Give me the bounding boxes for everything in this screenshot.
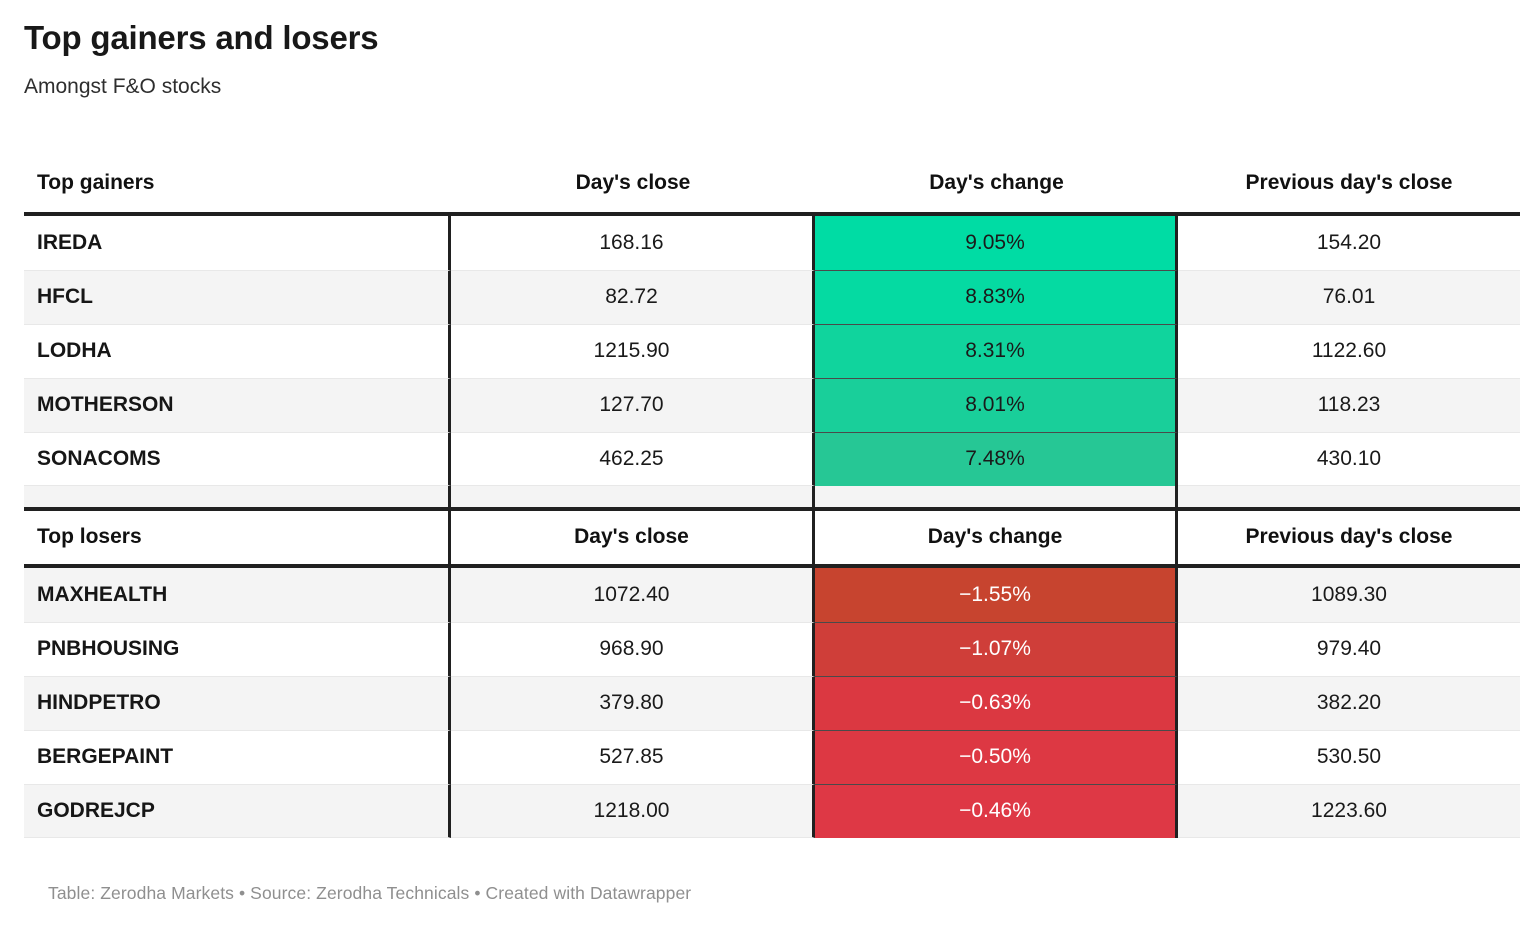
- divider: [24, 211, 1520, 216]
- stock-name: MAXHEALTH: [24, 567, 451, 622]
- stock-name: BERGEPAINT: [24, 729, 451, 784]
- previous-close-value: 76.01: [1178, 269, 1520, 324]
- days-close-value: 527.85: [451, 729, 815, 784]
- table-row: BERGEPAINT 527.85 −0.50% 530.50: [24, 729, 1520, 784]
- stock-name: LODHA: [24, 323, 451, 378]
- stock-name: PNBHOUSING: [24, 621, 451, 676]
- days-close-value: 127.70: [451, 377, 815, 432]
- days-close-value: 1215.90: [451, 323, 815, 378]
- table-row: SONACOMS 462.25 7.48% 430.10: [24, 431, 1520, 486]
- previous-close-value: 118.23: [1178, 377, 1520, 432]
- page-title: Top gainers and losers: [24, 19, 379, 56]
- attribution-footer: Table: Zerodha Markets • Source: Zerodha…: [48, 882, 692, 903]
- previous-close-value: 382.20: [1178, 675, 1520, 730]
- days-close-value: 168.16: [451, 215, 815, 270]
- page-subtitle: Amongst F&O stocks: [24, 74, 222, 98]
- table-spacer-row: [24, 485, 1520, 507]
- days-change-value: 8.01%: [815, 377, 1178, 432]
- previous-close-value: 979.40: [1178, 621, 1520, 676]
- gainers-header-row: Top gainers Day's close Day's change Pre…: [24, 155, 1520, 212]
- column-header-days-change: Day's change: [929, 171, 1064, 195]
- days-close-value: 1218.00: [451, 783, 815, 838]
- days-close-value: 1072.40: [451, 567, 815, 622]
- table-row: HFCL 82.72 8.83% 76.01: [24, 269, 1520, 324]
- table-row: GODREJCP 1218.00 −0.46% 1223.60: [24, 783, 1520, 838]
- days-change-value: −0.63%: [815, 675, 1178, 730]
- column-header-previous-days-close: Previous day's close: [1245, 525, 1453, 549]
- days-close-value: 379.80: [451, 675, 815, 730]
- days-change-value: 8.31%: [815, 323, 1178, 378]
- divider: [24, 506, 1520, 511]
- days-close-value: 462.25: [451, 431, 815, 486]
- gainers-losers-table: Top gainers Day's close Day's change Pre…: [24, 155, 1520, 838]
- stock-name: GODREJCP: [24, 783, 451, 838]
- table-row: MOTHERSON 127.70 8.01% 118.23: [24, 377, 1520, 432]
- stock-name: IREDA: [24, 215, 451, 270]
- days-change-value: −1.07%: [815, 621, 1178, 676]
- divider: [24, 563, 1520, 568]
- previous-close-value: 530.50: [1178, 729, 1520, 784]
- column-header-days-close: Day's close: [451, 510, 815, 564]
- gainers-rows: IREDA 168.16 9.05% 154.20 HFCL 82.72 8.83% 76.0…: [24, 215, 1520, 486]
- previous-close-value: 1122.60: [1178, 323, 1520, 378]
- table-row: PNBHOUSING 968.90 −1.07% 979.40: [24, 621, 1520, 676]
- stock-name: HINDPETRO: [24, 675, 451, 730]
- stock-name: MOTHERSON: [24, 377, 451, 432]
- table-row: LODHA 1215.90 8.31% 1122.60: [24, 323, 1520, 378]
- days-change-value: −0.46%: [815, 783, 1178, 838]
- table-row: IREDA 168.16 9.05% 154.20: [24, 215, 1520, 270]
- days-change-value: −0.50%: [815, 729, 1178, 784]
- page: Top gainers and losers Amongst F&O stock…: [24, 19, 1520, 903]
- column-header-top-gainers: Top gainers: [37, 171, 155, 195]
- days-change-value: 7.48%: [815, 431, 1178, 486]
- previous-close-value: 1223.60: [1178, 783, 1520, 838]
- column-header-top-losers: Top losers: [24, 510, 451, 564]
- stock-name: HFCL: [24, 269, 451, 324]
- column-header-days-close: Day's close: [575, 171, 691, 195]
- table-row: HINDPETRO 379.80 −0.63% 382.20: [24, 675, 1520, 730]
- days-change-value: 8.83%: [815, 269, 1178, 324]
- column-header-previous-days-close: Previous day's close: [1245, 171, 1453, 195]
- days-change-value: −1.55%: [815, 567, 1178, 622]
- days-close-value: 968.90: [451, 621, 815, 676]
- column-header-days-change: Day's change: [815, 510, 1178, 564]
- previous-close-value: 154.20: [1316, 230, 1382, 254]
- previous-close-value: 430.10: [1178, 431, 1520, 486]
- losers-rows: MAXHEALTH 1072.40 −1.55% 1089.30 PNBHOUSING 9…: [24, 567, 1520, 838]
- days-change-value: 9.05%: [815, 215, 1178, 270]
- previous-close-value: 1089.30: [1311, 582, 1387, 606]
- table-row: MAXHEALTH 1072.40 −1.55% 1089.30: [24, 567, 1520, 622]
- stock-name: SONACOMS: [24, 431, 451, 486]
- days-close-value: 82.72: [451, 269, 815, 324]
- losers-header-row: Top losers Day's close Day's change Prev…: [24, 510, 1520, 564]
